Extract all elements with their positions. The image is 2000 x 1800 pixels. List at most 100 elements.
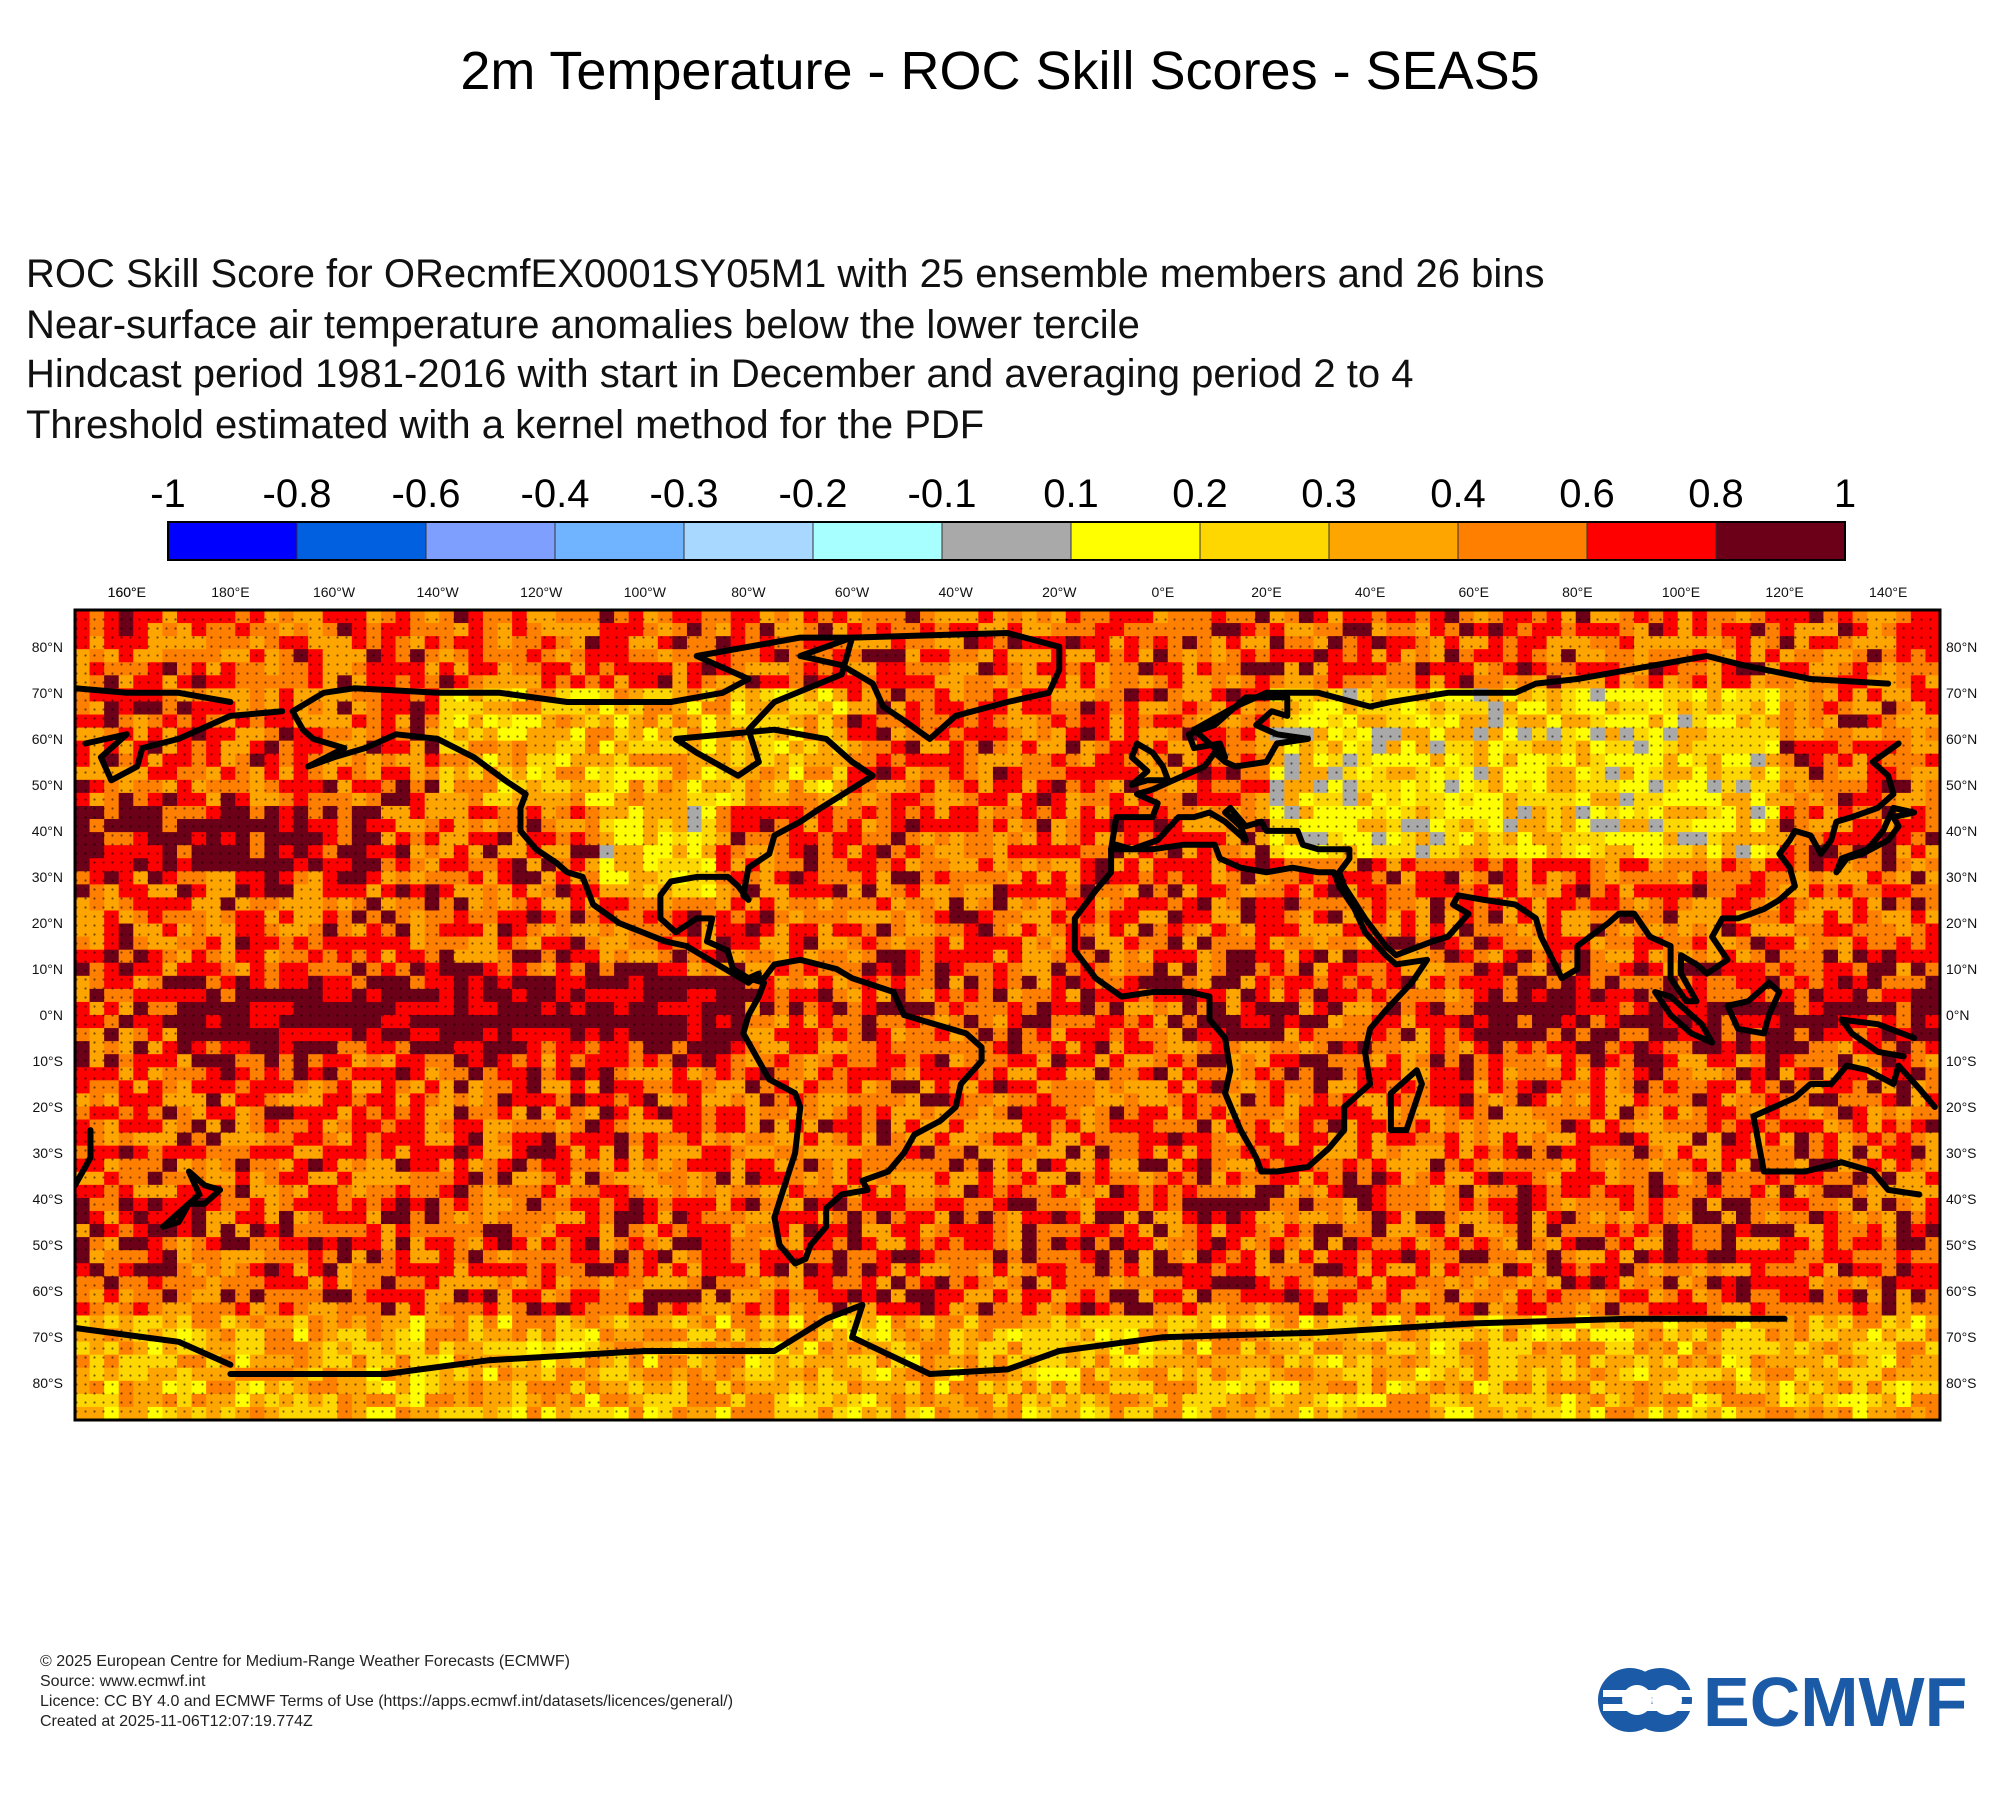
lon-label-bottom: 180°E <box>211 1427 249 1430</box>
lon-label-top: 80°W <box>731 584 766 600</box>
lat-label-left: 80°S <box>32 1375 63 1391</box>
ecmwf-logo-mark <box>1598 1668 1695 1732</box>
lat-label-right: 70°N <box>1946 685 1977 701</box>
lon-label-bottom: 160°E <box>108 1427 146 1430</box>
coastline-eurasia-north <box>1108 653 1892 853</box>
colorbar-tick-label: -0.2 <box>778 472 848 516</box>
colorbar-tick-label: -0.8 <box>262 472 332 516</box>
lat-label-right: 20°S <box>1946 1099 1977 1115</box>
lat-label-left: 40°S <box>32 1191 63 1207</box>
lat-label-left: 0°N <box>40 1007 64 1023</box>
coastline-madagascar <box>1387 1067 1425 1134</box>
lat-label-left: 30°N <box>32 869 63 885</box>
coastline-asia-south <box>1108 740 1902 1005</box>
coastline-north-america <box>289 634 876 986</box>
colorbar-tick-label: 0.4 <box>1430 472 1486 516</box>
lat-label-left: 30°S <box>32 1145 63 1161</box>
lon-label-top: 140°E <box>1869 584 1907 600</box>
page-title: 2m Temperature - ROC Skill Scores - SEAS… <box>460 41 1540 101</box>
subtitle-line-1: ROC Skill Score for ORecmfEX0001SY05M1 w… <box>26 252 1545 296</box>
lon-label-bottom: 0°E <box>1152 1427 1175 1430</box>
lat-label-right: 40°S <box>1946 1191 1977 1207</box>
colorbar-segment <box>1715 521 1846 561</box>
lat-label-right: 10°N <box>1946 961 1977 977</box>
coastline-antarctica <box>75 1325 234 1368</box>
lon-label-bottom: 160°W <box>313 1427 356 1430</box>
coastline-greenland <box>797 630 1063 742</box>
lon-label-bottom: 140°W <box>417 1427 460 1430</box>
lat-label-left: 20°S <box>32 1099 63 1115</box>
lat-label-left: 20°N <box>32 915 63 931</box>
lon-label-top: 160°E <box>108 584 146 600</box>
colorbar-segment <box>1586 521 1717 561</box>
colorbar-tick-label: -0.3 <box>649 472 719 516</box>
lat-label-right: 80°S <box>1946 1375 1977 1391</box>
ecmwf-logo: ECMWF <box>1598 1663 1967 1740</box>
lon-label-bottom: 80°W <box>731 1427 766 1430</box>
lon-label-bottom: 100°W <box>624 1427 667 1430</box>
colorbar-segment <box>167 521 298 561</box>
lon-label-top: 120°W <box>520 584 563 600</box>
lat-label-right: 50°S <box>1946 1237 1977 1253</box>
lon-label-bottom: 40°W <box>938 1427 973 1430</box>
lon-label-bottom: 120°E <box>1765 1427 1803 1430</box>
lon-label-top: 80°E <box>1562 584 1593 600</box>
coastline-south-america <box>740 956 985 1267</box>
colorbar-segment <box>1328 521 1459 561</box>
lat-label-left: 40°N <box>32 823 63 839</box>
lon-label-bottom: 60°W <box>835 1427 870 1430</box>
colorbar-segment <box>1199 521 1330 561</box>
lon-label-top: 180°E <box>211 584 249 600</box>
lat-label-left: 50°S <box>32 1237 63 1253</box>
lon-label-top: 0°E <box>1152 584 1175 600</box>
lat-label-left: 50°N <box>32 777 63 793</box>
footer-licence: Licence: CC BY 4.0 and ECMWF Terms of Us… <box>40 1693 734 1710</box>
lat-label-right: 70°S <box>1946 1329 1977 1345</box>
colorbar-tick-label: -0.6 <box>391 472 461 516</box>
lon-label-bottom: 60°E <box>1458 1427 1489 1430</box>
coastline-new-guinea <box>1838 1016 1907 1060</box>
lat-label-right: 50°N <box>1946 777 1977 793</box>
lon-label-top: 100°W <box>624 584 667 600</box>
lat-label-right: 30°S <box>1946 1145 1977 1161</box>
lon-label-top: 100°E <box>1662 584 1700 600</box>
colorbar-tick-label: 0.1 <box>1043 472 1099 516</box>
coastline-britain <box>1128 740 1172 788</box>
colorbar-segment <box>683 521 814 561</box>
colorbar-tick-label: -1 <box>150 472 186 516</box>
lon-label-top: 40°E <box>1355 584 1386 600</box>
colorbar-segment <box>425 521 556 561</box>
lon-label-bottom: 40°E <box>1355 1427 1386 1430</box>
lon-label-bottom: 20°W <box>1042 1427 1077 1430</box>
lat-label-right: 20°N <box>1946 915 1977 931</box>
colorbar-segment <box>941 521 1072 561</box>
lat-label-left: 10°S <box>32 1053 63 1069</box>
lat-label-left: 60°N <box>32 731 63 747</box>
lat-label-right: 0°N <box>1946 1007 1970 1023</box>
lat-label-left: 80°N <box>32 639 63 655</box>
coastline-africa <box>1071 841 1431 1175</box>
lat-label-right: 60°S <box>1946 1283 1977 1299</box>
lon-label-top: 60°W <box>835 584 870 600</box>
coastline-borneo <box>1724 979 1783 1037</box>
lon-label-bottom: 100°E <box>1662 1427 1700 1430</box>
lon-label-top: 160°E <box>108 584 146 600</box>
lon-label-bottom: 140°E <box>1869 1427 1907 1430</box>
colorbar-tick-label: 0.2 <box>1172 472 1228 516</box>
colorbar-segment <box>1457 521 1588 561</box>
ecmwf-logo-text: ECMWF <box>1703 1663 1967 1740</box>
colorbar-segment <box>554 521 685 561</box>
lon-label-top: 140°W <box>417 584 460 600</box>
coastline-australia <box>1750 1113 1923 1198</box>
lon-label-top: 20°W <box>1042 584 1077 600</box>
coastline-new-guinea <box>1838 1016 1918 1041</box>
lon-label-bottom: 80°E <box>1562 1427 1593 1430</box>
skill-score-map: 160°E 160°E 180°E 180°E 160°W 160°W 140°W 140°W… <box>32 584 1978 1430</box>
lat-label-right: 30°N <box>1946 869 1977 885</box>
lon-label-top: 120°E <box>1765 584 1803 600</box>
colorbar-tick-label: -0.1 <box>907 472 977 516</box>
coastline-australia <box>75 1127 94 1189</box>
lon-label-bottom: 160°E <box>108 1427 146 1430</box>
footer-created: Created at 2025-11-06T12:07:19.774Z <box>40 1713 313 1730</box>
lat-label-left: 10°N <box>32 961 63 977</box>
